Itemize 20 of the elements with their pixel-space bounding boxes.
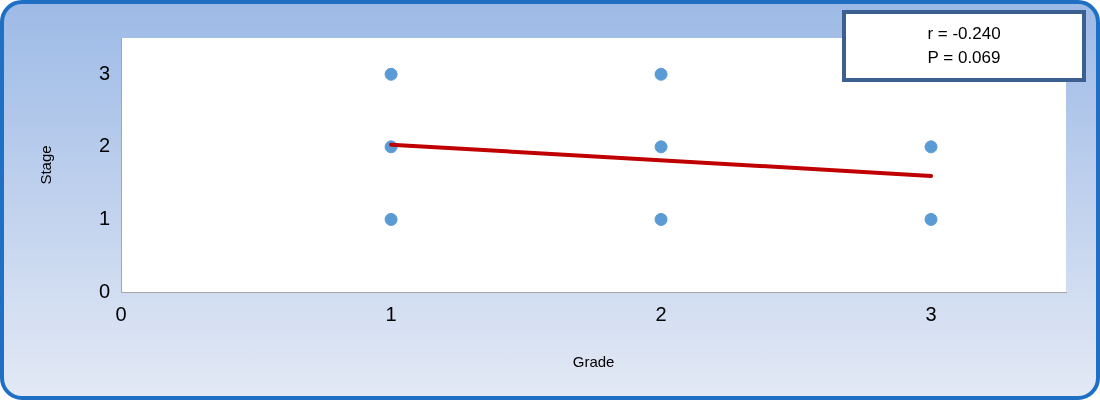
- y-tick-label: 2: [99, 134, 111, 157]
- x-tick-label: 1: [385, 302, 397, 325]
- x-tick-label: 2: [655, 302, 667, 325]
- point: [384, 67, 398, 81]
- annotation: r = -0.240: [926, 23, 1002, 45]
- y-tick-label: 3: [99, 61, 111, 84]
- y-tick-label: 0: [99, 279, 111, 302]
- x-axis-title: Grade: [572, 353, 615, 371]
- stats-box: r = -0.240 P = 0.069: [842, 10, 1086, 82]
- y-axis-title: Stage: [37, 145, 55, 185]
- point: [654, 212, 668, 226]
- x-tick-label: 0: [115, 302, 127, 325]
- annotation: P = 0.069: [926, 47, 1002, 69]
- point: [654, 140, 668, 154]
- point: [924, 140, 938, 154]
- point: [654, 67, 668, 81]
- y-tick-label: 1: [99, 206, 111, 229]
- point: [384, 212, 398, 226]
- point: [924, 212, 938, 226]
- x-tick-label: 3: [925, 302, 937, 325]
